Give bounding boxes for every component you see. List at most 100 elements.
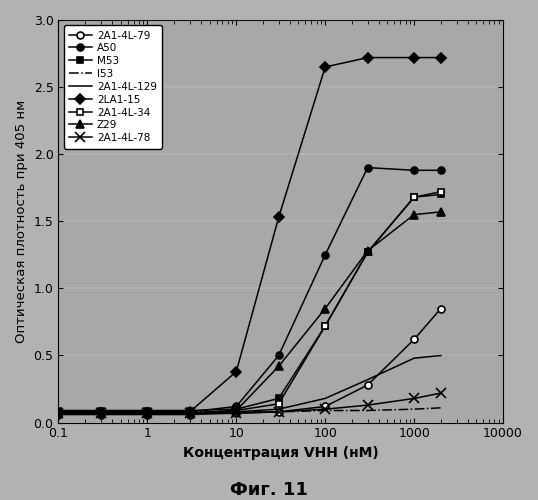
Text: Фиг. 11: Фиг. 11	[230, 481, 308, 499]
2A1-4L-79	[144, 412, 151, 418]
A50	[144, 409, 151, 415]
I53	[438, 405, 444, 411]
A50	[322, 252, 328, 258]
2LA1-15	[55, 410, 62, 416]
Line: 2A1-4L-34: 2A1-4L-34	[55, 188, 444, 416]
Z29	[187, 410, 193, 416]
2LA1-15	[233, 368, 239, 374]
2LA1-15	[97, 410, 104, 416]
2LA1-15	[144, 410, 151, 416]
2LA1-15	[275, 214, 282, 220]
2A1-4L-129	[97, 410, 104, 416]
2A1-4L-34	[364, 249, 371, 255]
A50	[438, 168, 444, 173]
2A1-4L-78	[187, 410, 193, 416]
Y-axis label: Оптическая плотность при 405 нм: Оптическая плотность при 405 нм	[15, 100, 28, 343]
M53	[97, 408, 104, 414]
2A1-4L-78	[144, 410, 151, 416]
2A1-4L-79	[322, 404, 328, 409]
Legend: 2A1-4L-79, A50, M53, I53, 2A1-4L-129, 2LA1-15, 2A1-4L-34, Z29, 2A1-4L-78: 2A1-4L-79, A50, M53, I53, 2A1-4L-129, 2L…	[63, 25, 162, 148]
Z29	[144, 410, 151, 416]
I53	[364, 408, 371, 414]
2A1-4L-34	[275, 401, 282, 407]
Z29	[364, 248, 371, 254]
I53	[322, 408, 328, 414]
2A1-4L-129	[411, 355, 417, 361]
2A1-4L-129	[364, 376, 371, 382]
2A1-4L-34	[97, 410, 104, 416]
Z29	[275, 363, 282, 369]
Line: 2LA1-15: 2LA1-15	[55, 54, 444, 416]
M53	[187, 408, 193, 414]
M53	[364, 249, 371, 255]
Line: A50: A50	[55, 164, 444, 415]
2A1-4L-129	[322, 396, 328, 402]
2A1-4L-34	[233, 408, 239, 414]
A50	[187, 409, 193, 415]
I53	[187, 409, 193, 415]
2A1-4L-78	[322, 406, 328, 412]
2LA1-15	[411, 54, 417, 60]
I53	[55, 409, 62, 415]
2A1-4L-34	[55, 410, 62, 416]
A50	[233, 404, 239, 409]
2A1-4L-79	[438, 306, 444, 312]
X-axis label: Концентрация VHH (нМ): Концентрация VHH (нМ)	[183, 446, 379, 460]
2LA1-15	[438, 54, 444, 60]
2A1-4L-34	[411, 194, 417, 200]
2A1-4L-79	[275, 409, 282, 415]
M53	[144, 408, 151, 414]
M53	[275, 396, 282, 402]
I53	[144, 409, 151, 415]
2A1-4L-34	[438, 189, 444, 195]
Line: 2A1-4L-78: 2A1-4L-78	[54, 388, 446, 418]
Z29	[438, 209, 444, 215]
2A1-4L-78	[364, 402, 371, 408]
I53	[411, 406, 417, 412]
Line: 2A1-4L-129: 2A1-4L-129	[59, 356, 441, 413]
A50	[97, 409, 104, 415]
2A1-4L-78	[438, 390, 444, 396]
I53	[233, 409, 239, 415]
Z29	[97, 410, 104, 416]
M53	[233, 406, 239, 412]
2A1-4L-78	[275, 409, 282, 415]
Line: 2A1-4L-79: 2A1-4L-79	[55, 305, 444, 418]
2A1-4L-129	[187, 410, 193, 416]
2LA1-15	[322, 64, 328, 70]
I53	[97, 409, 104, 415]
2A1-4L-34	[144, 410, 151, 416]
2A1-4L-78	[233, 410, 239, 416]
A50	[411, 168, 417, 173]
M53	[322, 323, 328, 329]
2A1-4L-34	[322, 323, 328, 329]
2A1-4L-79	[55, 412, 62, 418]
Z29	[55, 410, 62, 416]
Line: Z29: Z29	[54, 208, 445, 418]
Z29	[233, 408, 239, 414]
2A1-4L-78	[411, 396, 417, 402]
Z29	[322, 306, 328, 312]
Z29	[411, 212, 417, 218]
M53	[411, 194, 417, 200]
2A1-4L-129	[144, 410, 151, 416]
M53	[55, 408, 62, 414]
2A1-4L-78	[55, 410, 62, 416]
2A1-4L-79	[364, 382, 371, 388]
2A1-4L-129	[233, 409, 239, 415]
I53	[275, 409, 282, 415]
A50	[364, 164, 371, 170]
A50	[55, 409, 62, 415]
2A1-4L-129	[275, 406, 282, 412]
2LA1-15	[364, 54, 371, 60]
Line: M53: M53	[55, 191, 444, 414]
A50	[275, 352, 282, 358]
2A1-4L-129	[55, 410, 62, 416]
2A1-4L-78	[97, 410, 104, 416]
2A1-4L-79	[233, 410, 239, 416]
2A1-4L-79	[187, 412, 193, 418]
2A1-4L-129	[438, 352, 444, 358]
Line: I53: I53	[59, 408, 441, 412]
2A1-4L-79	[97, 412, 104, 418]
M53	[438, 192, 444, 198]
